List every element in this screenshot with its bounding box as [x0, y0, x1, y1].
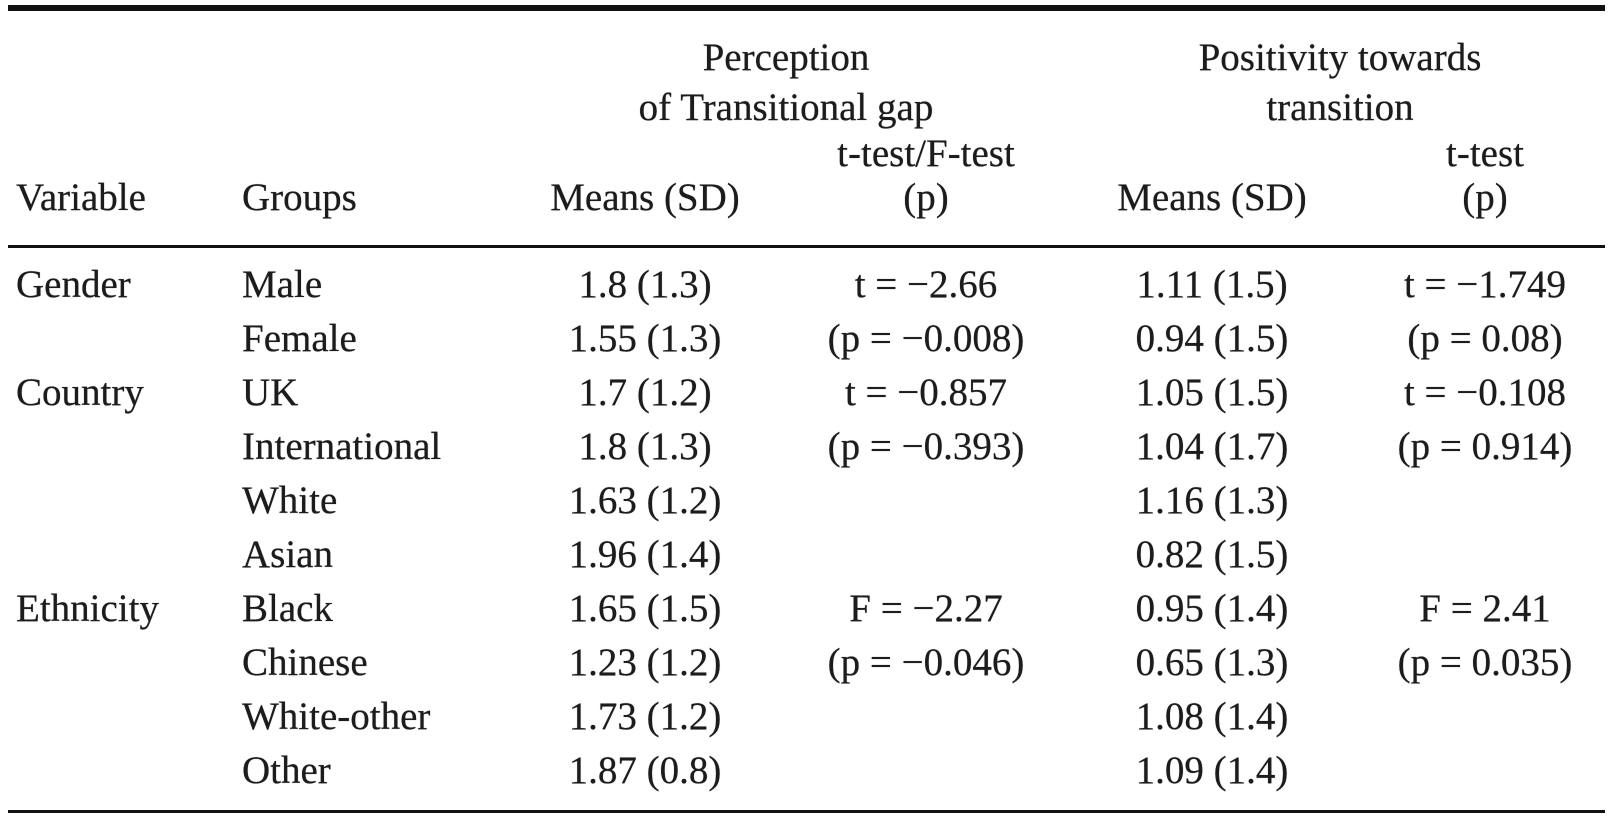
header-means-gap: Means (SD)	[550, 176, 740, 219]
cell-means-gap: 1.8 (1.3)	[578, 425, 712, 468]
span-header-line: Perception	[702, 36, 870, 79]
cell-means-gap: 1.55 (1.3)	[568, 317, 722, 360]
span-header-line: transition	[1266, 86, 1414, 129]
cell-test-positivity	[1357, 528, 1613, 582]
cell-test-positivity: t = −0.108	[1403, 371, 1567, 414]
cell-test-gap: (p = −0.393)	[827, 425, 1025, 468]
cell-test-positivity: F = 2.41	[1419, 587, 1551, 630]
table-bottom-rule	[8, 810, 1605, 813]
cell-test-gap	[785, 528, 1067, 582]
cell-variable	[0, 690, 230, 744]
cell-group: Female	[242, 317, 357, 360]
table-row: Other 1.87 (0.8) 1.09 (1.4)	[0, 744, 1613, 798]
cell-variable	[0, 420, 230, 474]
cell-means-positivity: 1.08 (1.4)	[1135, 695, 1289, 738]
cell-group: Chinese	[242, 641, 368, 684]
cell-means-gap: 1.7 (1.2)	[578, 371, 712, 414]
cell-test-positivity	[1357, 744, 1613, 798]
cell-means-positivity: 0.65 (1.3)	[1135, 641, 1289, 684]
cell-variable	[0, 474, 230, 528]
cell-test-positivity: (p = 0.914)	[1397, 425, 1573, 468]
subtest-header-row: t-test/F-test t-test	[0, 133, 1613, 175]
cell-means-positivity: 0.82 (1.5)	[1135, 533, 1289, 576]
cell-means-gap: 1.65 (1.5)	[568, 587, 722, 630]
cell-means-gap: 1.8 (1.3)	[578, 263, 712, 306]
cell-means-positivity: 1.16 (1.3)	[1135, 479, 1289, 522]
header-means-positivity: Means (SD)	[1117, 176, 1307, 219]
cell-group: UK	[242, 371, 299, 414]
span-header-line: Positivity towards	[1198, 36, 1482, 79]
cell-variable: Gender	[16, 263, 131, 306]
cell-group: International	[242, 425, 442, 468]
span-header-row: Perception of Transitional gap Positivit…	[0, 33, 1613, 133]
header-groups: Groups	[242, 176, 357, 219]
table-header: Perception of Transitional gap Positivit…	[0, 11, 1613, 245]
header-test1-p: (p)	[903, 176, 949, 219]
cell-test-gap: (p = −0.046)	[827, 641, 1025, 684]
cell-test-gap	[785, 744, 1067, 798]
header-test2-label: t-test	[1446, 132, 1524, 175]
table-body: Gender Male 1.8 (1.3) t = −2.66 1.11 (1.…	[0, 248, 1613, 810]
column-header-row: Variable Groups Means (SD) (p) Means (SD…	[0, 175, 1613, 221]
cell-group: Male	[242, 263, 323, 306]
cell-means-gap: 1.63 (1.2)	[568, 479, 722, 522]
cell-test-gap	[785, 690, 1067, 744]
header-test2-p: (p)	[1462, 176, 1508, 219]
cell-means-positivity: 1.11 (1.5)	[1136, 263, 1288, 306]
cell-variable	[0, 636, 230, 690]
cell-test-positivity: t = −1.749	[1403, 263, 1567, 306]
cell-variable: Ethnicity	[16, 587, 159, 630]
cell-test-gap: t = −0.857	[844, 371, 1008, 414]
cell-means-positivity: 0.95 (1.4)	[1135, 587, 1289, 630]
table-row: International 1.8 (1.3) (p = −0.393) 1.0…	[0, 420, 1613, 474]
cell-group: Black	[242, 587, 333, 630]
cell-test-positivity: (p = 0.035)	[1397, 641, 1573, 684]
table-row: White-other 1.73 (1.2) 1.08 (1.4)	[0, 690, 1613, 744]
span-header-transitional-gap: Perception of Transitional gap	[505, 33, 1067, 133]
cell-test-gap: F = −2.27	[849, 587, 1003, 630]
cell-means-gap: 1.23 (1.2)	[568, 641, 722, 684]
header-test1-label: t-test/F-test	[837, 132, 1015, 175]
header-variable: Variable	[16, 176, 146, 219]
cell-variable: Country	[16, 371, 144, 414]
table-top-rule	[8, 5, 1605, 11]
cell-test-gap	[785, 474, 1067, 528]
cell-group: White-other	[242, 695, 431, 738]
cell-test-positivity	[1357, 474, 1613, 528]
table-row: Country UK 1.7 (1.2) t = −0.857 1.05 (1.…	[0, 366, 1613, 420]
cell-means-gap: 1.96 (1.4)	[568, 533, 722, 576]
cell-test-positivity	[1357, 690, 1613, 744]
cell-variable	[0, 744, 230, 798]
cell-means-gap: 1.73 (1.2)	[568, 695, 722, 738]
cell-group: Asian	[242, 533, 333, 576]
cell-test-gap: (p = −0.008)	[827, 317, 1025, 360]
cell-group: White	[242, 479, 338, 522]
cell-variable	[0, 528, 230, 582]
cell-test-positivity: (p = 0.08)	[1407, 317, 1563, 360]
table-row: Female 1.55 (1.3) (p = −0.008) 0.94 (1.5…	[0, 312, 1613, 366]
table-row: Chinese 1.23 (1.2) (p = −0.046) 0.65 (1.…	[0, 636, 1613, 690]
table-row: White 1.63 (1.2) 1.16 (1.3)	[0, 474, 1613, 528]
cell-group: Other	[242, 749, 331, 792]
cell-test-gap: t = −2.66	[854, 263, 998, 306]
cell-means-positivity: 1.09 (1.4)	[1135, 749, 1289, 792]
table-mid-rule	[8, 245, 1605, 248]
cell-means-gap: 1.87 (0.8)	[568, 749, 722, 792]
cell-means-positivity: 1.04 (1.7)	[1135, 425, 1289, 468]
span-header-line: of Transitional gap	[638, 86, 934, 129]
cell-means-positivity: 0.94 (1.5)	[1135, 317, 1289, 360]
cell-means-positivity: 1.05 (1.5)	[1135, 371, 1289, 414]
cell-variable	[0, 312, 230, 366]
span-header-positivity: Positivity towards transition	[1067, 33, 1613, 133]
table-row: Gender Male 1.8 (1.3) t = −2.66 1.11 (1.…	[0, 258, 1613, 312]
table-row: Asian 1.96 (1.4) 0.82 (1.5)	[0, 528, 1613, 582]
table-row: Ethnicity Black 1.65 (1.5) F = −2.27 0.9…	[0, 582, 1613, 636]
